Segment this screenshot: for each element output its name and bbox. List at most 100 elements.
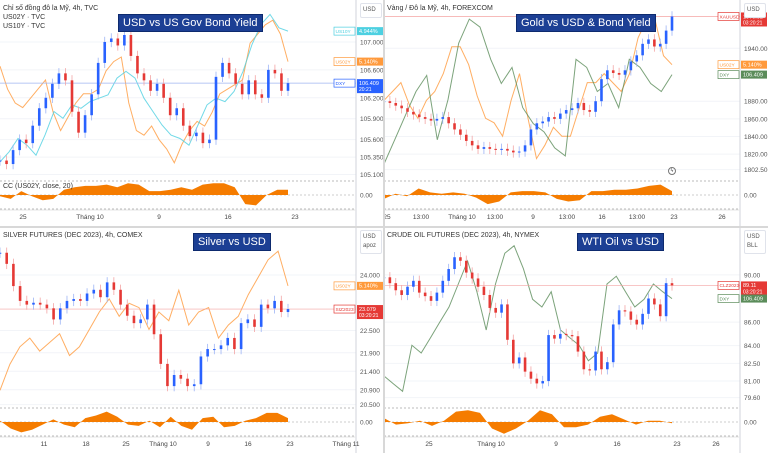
countdown-timer: 03:20:21 (743, 289, 763, 295)
candle (38, 302, 42, 305)
candle (208, 139, 211, 144)
symbol-tag-us02y (333, 57, 356, 66)
candle (32, 302, 35, 305)
chart-gold[interactable]: 1940.00 1880.00 1860.00 1840.00 1820.00 1802.… (384, 0, 768, 226)
candle (641, 313, 644, 325)
y-tick-label: 86.00 (744, 320, 761, 327)
unit-label: USD (747, 7, 760, 13)
currency-unit[interactable]: USD (360, 3, 382, 18)
y-tick-label: 20.900 (360, 387, 380, 394)
x-tick: Tháng 10 (76, 214, 104, 221)
candle (70, 80, 74, 112)
candle (476, 145, 480, 149)
currency-unit[interactable]: USD apoz (360, 230, 382, 254)
candle (664, 30, 668, 44)
symbol-tag-label: US02Y (336, 59, 352, 65)
unit-label: USD (363, 7, 376, 13)
x-tick: 9 (554, 441, 558, 448)
panel-usd-bonds[interactable]: 107.000 106.600 106.200 105.900 105.600 105.3… (0, 0, 384, 226)
candle (523, 357, 527, 372)
overlay-line-us02y (0, 250, 289, 391)
currency-unit[interactable]: USD BLL (744, 230, 766, 254)
x-tick: Tháng 10 (477, 441, 505, 448)
price-tag-main (357, 79, 383, 94)
symbol-title: Chỉ số đồng đô la Mỹ, 4h, TVC (3, 5, 99, 12)
price-tag-us02y (357, 57, 383, 66)
candle (219, 345, 223, 350)
candle (512, 150, 515, 153)
candle (582, 102, 586, 111)
candle (64, 73, 67, 81)
candle (535, 378, 539, 384)
candle (286, 309, 290, 313)
symbol-tag-main (333, 78, 356, 88)
chart-dxy[interactable]: 107.000 106.600 106.200 105.900 105.600 105.3… (0, 0, 384, 226)
chart-oil[interactable]: 90.00 86.00 84.00 82.50 81.00 79.60 0.00 CLZ202… (384, 227, 768, 453)
candle (186, 378, 189, 387)
candle (221, 62, 224, 77)
candle (112, 282, 116, 290)
overlay-legend-us02y[interactable]: US02Y · TVC (3, 14, 46, 21)
overlay-line-dxy (384, 244, 673, 393)
candle (623, 310, 627, 312)
candle (18, 139, 21, 151)
y-tick-label: 90.00 (744, 272, 761, 279)
x-tick: 13:00 (412, 214, 430, 221)
candle (453, 123, 456, 130)
candle (192, 384, 196, 387)
candle (582, 351, 586, 370)
candle (406, 108, 409, 112)
candle (647, 298, 650, 314)
chart-header: Chỉ số đồng đô la Mỹ, 4h, TVC US02Y · TV… (3, 4, 98, 31)
candle (459, 129, 462, 135)
candle (600, 351, 603, 370)
candle (179, 374, 183, 379)
unit-label: apoz (363, 243, 377, 249)
currency-unit[interactable]: USD (744, 3, 766, 18)
price-tag-dxy (741, 70, 767, 79)
candle (547, 335, 550, 382)
y-tick-label: 21.900 (360, 350, 380, 357)
price-tag-dxy (741, 294, 767, 303)
candle (512, 339, 515, 364)
candle (129, 34, 133, 56)
candle (464, 260, 468, 273)
candle (470, 272, 474, 279)
y-tick-label: 105.100 (360, 172, 384, 179)
indicator-label: CC (US02Y, close, 20) (3, 183, 73, 190)
candle (658, 43, 662, 47)
chart-title-badge: USD vs US Gov Bond Yield (118, 14, 263, 32)
candle (629, 311, 633, 320)
candle (635, 319, 639, 325)
candle (57, 73, 61, 84)
candle (247, 80, 251, 95)
candle (412, 111, 415, 115)
candle (606, 362, 609, 370)
symbol-tag-us02y (333, 281, 356, 291)
chart-silver[interactable]: 24.000 22.500 21.900 21.400 20.900 20.500 0.00… (0, 227, 384, 453)
candle (116, 38, 120, 46)
correlation-area (384, 410, 672, 434)
panel-oil[interactable]: 90.00 86.00 84.00 82.50 81.00 79.60 0.00 CLZ202… (384, 227, 768, 453)
correlation-area (0, 183, 288, 206)
candle (227, 62, 231, 74)
x-tick: 13:00 (558, 214, 576, 221)
candle (494, 148, 497, 150)
y-tick-label: 105.350 (360, 155, 384, 162)
overlay-legend-us10y[interactable]: US10Y · TVC (3, 23, 46, 30)
candle (588, 369, 592, 371)
panel-gold[interactable]: 1940.00 1880.00 1860.00 1840.00 1820.00 1802.… (384, 0, 768, 226)
candle (541, 381, 544, 384)
x-tick: 16 (244, 441, 252, 448)
price-tag-value: 5.140% (359, 284, 378, 290)
panel-silver[interactable]: 24.000 22.500 21.900 21.400 20.900 20.500 0.00… (0, 227, 384, 453)
candle (664, 283, 668, 317)
candle (149, 80, 152, 91)
symbol-tag-label: US02Y (336, 284, 352, 290)
candle (201, 132, 205, 144)
candle (155, 83, 159, 91)
flash-icon[interactable]: ϟ (668, 167, 676, 175)
chart-header: Vàng / Đô la Mỹ, 4h, FOREXCOM (387, 4, 493, 13)
candle (429, 118, 433, 121)
candle (132, 315, 136, 324)
